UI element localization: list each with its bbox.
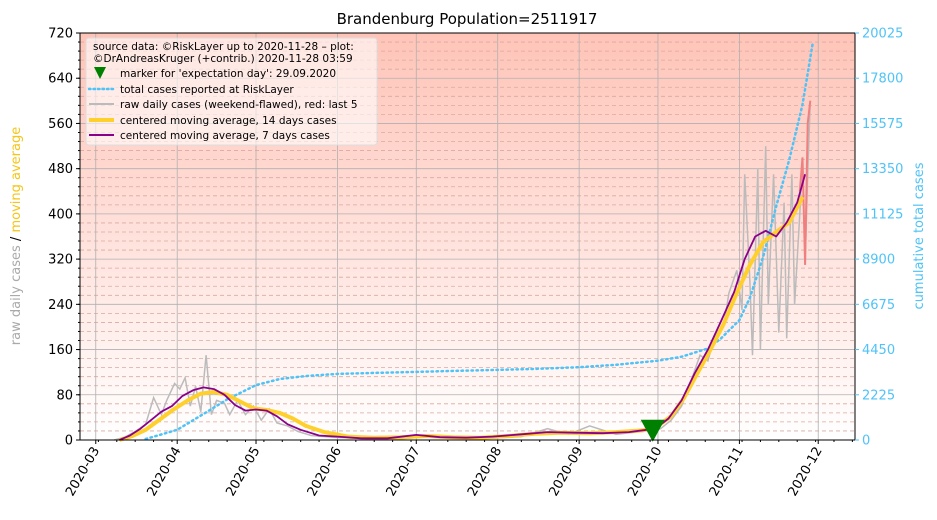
legend-item-ma14: centered moving average, 14 days cases bbox=[120, 115, 337, 127]
y-left-tick-label: 400 bbox=[48, 207, 73, 222]
expectation-day-marker bbox=[640, 419, 665, 442]
legend-box bbox=[85, 37, 378, 146]
y-left-label-raw: raw daily cases bbox=[9, 245, 24, 345]
y-left-tick-label: 480 bbox=[48, 162, 73, 177]
y-left-label: raw daily cases / moving average bbox=[9, 127, 24, 345]
y-left-tick-label: 720 bbox=[48, 27, 73, 42]
y-left-tick-label: 640 bbox=[48, 72, 73, 87]
legend-source-line2: ©DrAndreasKruger (+contrib.) 2020-11-28 … bbox=[93, 53, 353, 65]
y-left-tick-label: 560 bbox=[48, 117, 73, 132]
series-line-raw_last5 bbox=[798, 100, 812, 265]
y-right-tick-label: 2225 bbox=[862, 388, 895, 403]
x-tick-label: 2020-12 bbox=[786, 445, 826, 500]
x-tick-label: 2020-05 bbox=[223, 445, 263, 500]
x-tick-label: 2020-04 bbox=[145, 445, 185, 500]
series-line-ma7 bbox=[119, 174, 806, 441]
x-tick-label: 2020-10 bbox=[625, 445, 665, 500]
y-right-tick-label: 4450 bbox=[862, 343, 895, 358]
y-left-tick-label: 0 bbox=[65, 434, 73, 449]
y-right-tick-label: 17800 bbox=[862, 72, 903, 87]
y-left-tick-label: 320 bbox=[48, 253, 73, 268]
x-tick-label: 2020-06 bbox=[305, 445, 345, 500]
legend: source data: ©RiskLayer up to 2020-11-28… bbox=[85, 37, 378, 146]
y-right-label: cumulative total cases bbox=[912, 162, 927, 309]
x-tick-label: 2020-03 bbox=[63, 445, 103, 500]
y-left-label-sep: / bbox=[9, 233, 24, 246]
legend-item-raw: raw daily cases (weekend-flawed), red: l… bbox=[120, 99, 358, 111]
legend-item-ma7: centered moving average, 7 days cases bbox=[120, 130, 330, 142]
y-right-tick-label: 20025 bbox=[862, 27, 903, 42]
y-right-tick-label: 8900 bbox=[862, 253, 895, 268]
plot-frame bbox=[79, 32, 856, 441]
legend-item-marker: marker for 'expectation day': 29.09.2020 bbox=[120, 68, 336, 80]
x-tick-label: 2020-09 bbox=[546, 445, 586, 500]
y-right-tick-label: 13350 bbox=[862, 162, 903, 177]
y-right-tick-label: 6675 bbox=[862, 298, 895, 313]
series-layer bbox=[114, 40, 815, 442]
y-left-label-ma: moving average bbox=[9, 127, 24, 233]
y-left-tick-label: 240 bbox=[48, 298, 73, 313]
x-tick-label: 2020-08 bbox=[465, 445, 505, 500]
series-line-raw bbox=[114, 100, 812, 441]
x-tick-label: 2020-07 bbox=[384, 445, 424, 500]
legend-source-line1: source data: ©RiskLayer up to 2020-11-28… bbox=[93, 41, 354, 53]
legend-marker-icon bbox=[94, 67, 106, 79]
legend-item-cumulative: total cases reported at RiskLayer bbox=[120, 84, 294, 96]
y-right-tick-label: 11125 bbox=[862, 207, 903, 222]
chart-title: Brandenburg Population=2511917 bbox=[337, 10, 598, 28]
x-tick-label: 2020-11 bbox=[707, 445, 747, 500]
y-left-tick-label: 80 bbox=[56, 388, 73, 403]
series-line-cumulative bbox=[144, 40, 815, 441]
y-left-tick-label: 160 bbox=[48, 343, 73, 358]
y-right-tick-label: 15575 bbox=[862, 117, 903, 132]
y-right-tick-label: 0 bbox=[862, 434, 870, 449]
